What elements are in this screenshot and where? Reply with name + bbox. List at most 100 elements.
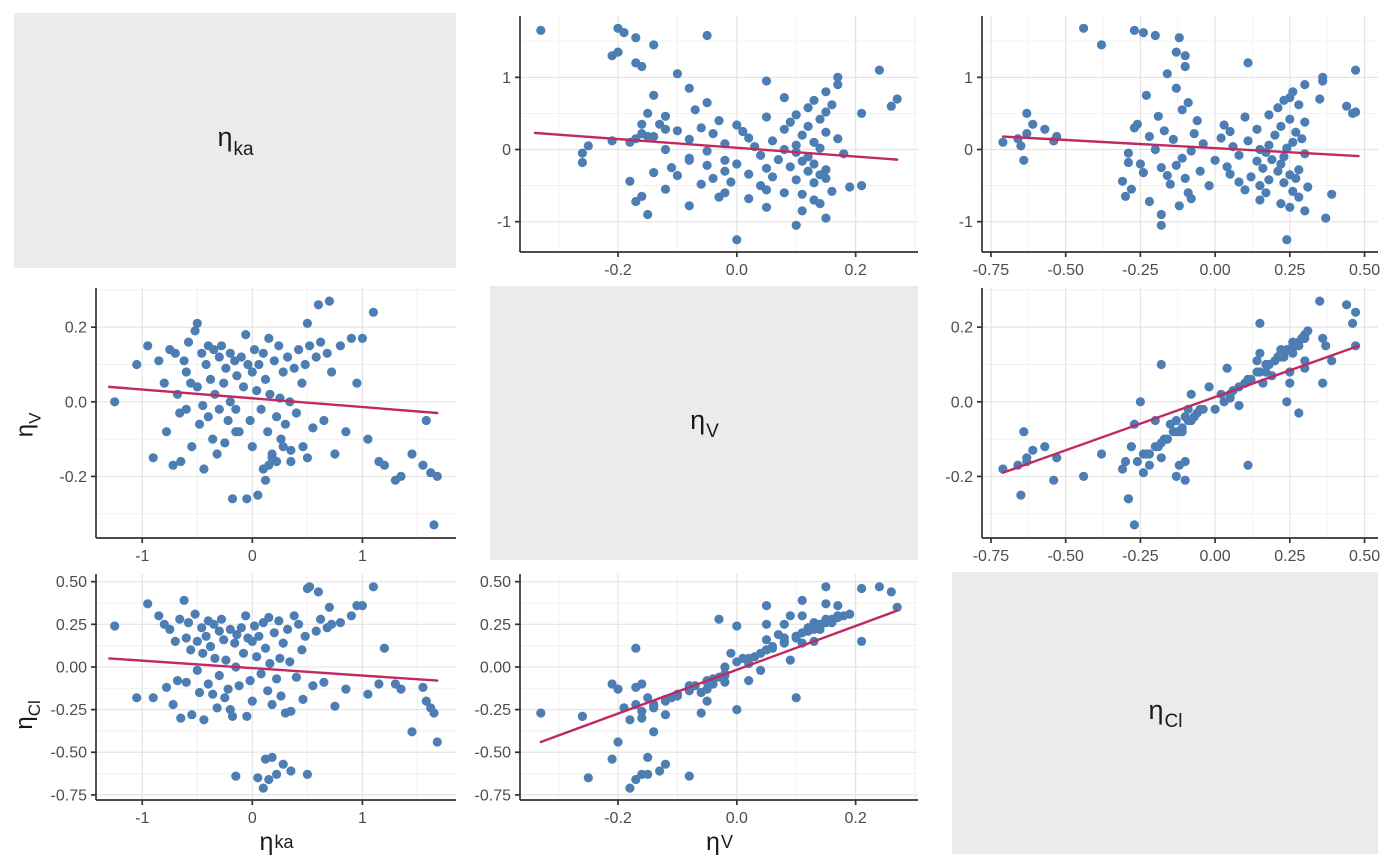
data-point — [625, 715, 635, 725]
data-point — [649, 168, 659, 178]
data-point — [761, 635, 772, 645]
data-point — [726, 177, 736, 187]
data-point — [1153, 111, 1163, 121]
data-point — [821, 87, 831, 97]
data-point — [190, 609, 200, 619]
data-point — [432, 471, 442, 481]
data-point — [1276, 199, 1286, 209]
data-point — [294, 619, 304, 629]
data-point — [1183, 98, 1193, 108]
data-point — [649, 90, 659, 100]
data-point — [660, 759, 671, 769]
y-tick-label: 1 — [502, 70, 511, 87]
data-point — [242, 711, 252, 721]
data-point — [702, 696, 712, 706]
data-point — [720, 166, 730, 176]
y-tick-label: 0.50 — [480, 574, 511, 591]
data-point — [1252, 156, 1262, 166]
data-point — [236, 352, 246, 362]
data-point — [272, 769, 282, 779]
data-point — [791, 140, 801, 150]
data-point — [1180, 173, 1190, 183]
data-point — [1150, 30, 1160, 41]
data-point — [241, 611, 251, 621]
data-point — [732, 159, 742, 169]
data-point — [210, 653, 220, 663]
data-point — [583, 773, 593, 783]
data-point — [857, 583, 867, 594]
data-point — [833, 611, 843, 621]
data-point — [577, 148, 587, 158]
data-point — [238, 382, 249, 392]
data-point — [263, 686, 273, 696]
data-point — [1159, 126, 1169, 136]
data-point — [110, 397, 120, 407]
data-point — [1168, 134, 1178, 144]
data-point — [761, 645, 772, 655]
x-tick-label: -0.75 — [973, 262, 1010, 279]
data-point — [1180, 51, 1190, 61]
data-point — [154, 356, 164, 366]
data-point — [1144, 196, 1154, 207]
data-point — [761, 76, 772, 86]
data-point — [1243, 136, 1253, 146]
data-point — [1204, 382, 1214, 392]
data-point — [252, 386, 262, 396]
data-point — [272, 456, 282, 467]
data-point — [249, 345, 260, 355]
data-point — [324, 602, 334, 612]
data-point — [305, 582, 315, 592]
data-point — [1138, 168, 1148, 178]
y-tick-label: -0.2 — [945, 469, 973, 486]
data-point — [231, 404, 241, 414]
tick-labels-layer: -0.75 -0.50 -0.25 0.00 0.25 0.50 -0.2 0.0 0.2 — [945, 320, 1380, 565]
x-tick-label: -0.2 — [604, 810, 632, 827]
data-point — [181, 633, 191, 643]
data-point — [1192, 408, 1202, 418]
data-point — [684, 153, 694, 163]
regression-line — [1001, 344, 1360, 474]
data-point — [168, 699, 178, 710]
data-point — [258, 783, 268, 793]
data-point — [1300, 333, 1310, 343]
data-point — [1294, 100, 1304, 110]
data-point — [269, 628, 279, 638]
data-point — [625, 176, 635, 186]
data-point — [1204, 181, 1214, 191]
y-axis-label-v: ηV — [11, 282, 44, 568]
data-point — [1177, 153, 1187, 163]
data-point — [1243, 58, 1253, 68]
data-point — [432, 737, 442, 747]
data-point — [1264, 175, 1274, 185]
data-point — [357, 601, 367, 611]
data-point — [208, 434, 218, 444]
data-point — [335, 618, 345, 628]
data-point — [1171, 415, 1181, 426]
data-point — [291, 408, 301, 418]
data-point — [190, 326, 200, 336]
data-point — [1273, 103, 1283, 113]
data-point — [773, 630, 783, 640]
data-point — [241, 330, 251, 340]
y-tick-label: -0.75 — [475, 787, 512, 804]
data-point — [214, 404, 224, 414]
data-point — [1300, 206, 1310, 216]
data-point — [1234, 400, 1244, 411]
data-point — [821, 107, 831, 117]
data-point — [280, 419, 290, 429]
data-point — [1222, 162, 1232, 172]
data-point — [264, 612, 274, 623]
x-tick-label: 1 — [358, 548, 367, 565]
y-tick-label: -1 — [497, 214, 511, 231]
data-point — [227, 494, 238, 504]
data-point — [197, 348, 207, 358]
data-point — [187, 710, 197, 720]
data-point — [821, 618, 831, 628]
data-point — [1162, 170, 1172, 181]
data-point — [183, 337, 194, 347]
data-point — [1285, 378, 1295, 388]
data-point — [631, 196, 641, 207]
data-point — [407, 727, 417, 737]
tick-labels-layer: -1 0 1 -0.75 -0.50 -0.25 0.00 0.25 0.50 — [51, 574, 367, 827]
data-point — [379, 460, 389, 470]
